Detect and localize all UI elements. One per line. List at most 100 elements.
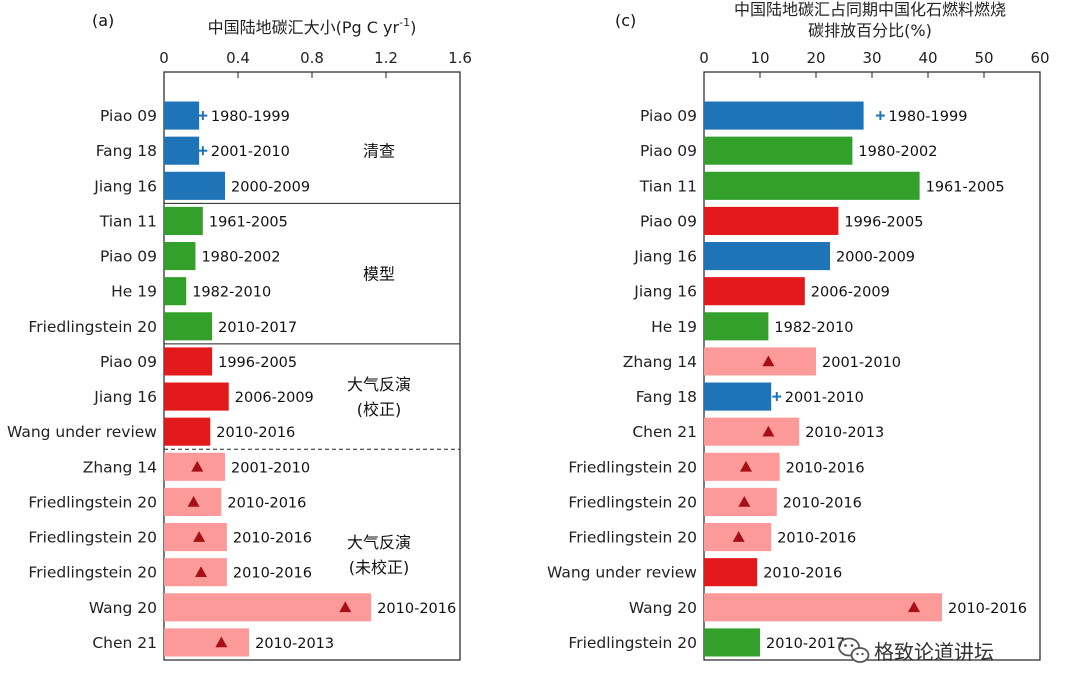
group-label: 大气反演: [347, 533, 411, 552]
x-tick-label: 40: [918, 49, 937, 67]
x-tick-label: 50: [974, 49, 993, 67]
category-label: Chen 21: [92, 634, 157, 652]
period-label: 2001-2010: [822, 355, 901, 371]
x-axis-title: 碳排放百分比(%): [808, 21, 932, 40]
x-axis-title-main: 中国陆地碳汇大小(Pg C yr: [208, 18, 400, 37]
bar: [704, 101, 864, 130]
wechat-icon: [838, 637, 870, 663]
triangle-marker: [215, 636, 228, 648]
bar: [704, 136, 853, 165]
bar: [164, 628, 250, 657]
bar: [704, 242, 830, 271]
category-label: Piao 09: [640, 107, 697, 125]
category-label: Tian 11: [99, 212, 157, 230]
triangle-marker: [738, 495, 751, 507]
category-label: Wang 20: [89, 599, 157, 617]
bar: [164, 382, 229, 411]
x-tick-label: 0: [699, 49, 709, 67]
category-label: Tian 11: [639, 177, 697, 195]
x-tick-label: 1.2: [374, 49, 398, 67]
bar: [704, 312, 769, 341]
period-label: 2010-2016: [227, 495, 306, 511]
x-tick-label: 0: [159, 49, 169, 67]
category-label: Jiang 16: [93, 388, 157, 406]
category-label: Friedlingstein 20: [568, 634, 697, 652]
period-label: 2010-2016: [786, 460, 865, 476]
x-tick-label: 20: [806, 49, 825, 67]
period-label: 2010-2016: [763, 566, 842, 582]
category-label: Jiang 16: [633, 283, 697, 301]
bar: [164, 312, 213, 341]
bar: [704, 277, 805, 306]
period-label: 1996-2005: [218, 355, 297, 371]
x-axis-title-exponent: -1: [399, 16, 410, 29]
period-label: 1980-1999: [211, 109, 290, 125]
triangle-marker: [339, 601, 352, 613]
period-label: 2001-2010: [211, 144, 290, 160]
period-label: 2006-2009: [811, 285, 890, 301]
category-label: Friedlingstein 20: [28, 564, 157, 582]
bar: [164, 523, 227, 552]
group-label: (校正): [357, 400, 402, 419]
category-label: Piao 09: [100, 353, 157, 371]
bar: [704, 206, 839, 235]
bar: [704, 487, 777, 516]
triangle-marker: [187, 495, 200, 507]
triangle-marker: [908, 601, 920, 613]
panel-label: (c): [615, 11, 636, 30]
triangle-marker: [762, 425, 775, 437]
x-tick-label: 10: [750, 49, 769, 67]
category-label: Jiang 16: [633, 248, 697, 266]
category-label: Wang under review: [547, 564, 697, 582]
bar: [704, 628, 760, 657]
bar: [164, 593, 372, 622]
period-label: 2000-2009: [231, 179, 310, 195]
panel-a-chart: (a) 中国陆地碳汇大小(Pg C yr-1) 0 0.4 0.8 1.2 1.6 Piao …: [7, 11, 472, 661]
triangle-marker: [191, 460, 204, 472]
period-label: 1980-2002: [858, 144, 937, 160]
period-label: 1996-2005: [844, 214, 923, 230]
bar: [164, 417, 211, 446]
triangle-marker: [193, 531, 206, 542]
period-label: 2010-2016: [377, 601, 456, 617]
x-axis-title-close: ): [410, 18, 416, 37]
x-tick-label: 30: [862, 49, 881, 67]
bar: [704, 558, 758, 587]
category-label: Friedlingstein 20: [568, 493, 697, 511]
period-label: 2010-2016: [233, 566, 312, 582]
group-label: 模型: [363, 265, 395, 284]
period-label: 1980-1999: [888, 109, 967, 125]
bar: [704, 382, 772, 411]
period-label: 2001-2010: [231, 460, 310, 476]
period-label: 1961-2005: [209, 214, 288, 230]
x-tick-label: 0.4: [226, 49, 250, 67]
category-label: Friedlingstein 20: [568, 529, 697, 547]
x-axis-title: 中国陆地碳汇占同期中国化石燃料燃烧: [734, 0, 1006, 19]
category-label: Friedlingstein 20: [28, 493, 157, 511]
category-label: Zhang 14: [623, 353, 697, 371]
bar: [704, 452, 780, 481]
bar: [164, 101, 200, 130]
period-label: 2010-2016: [216, 425, 295, 441]
category-label: He 19: [651, 318, 697, 336]
bar: [164, 206, 203, 235]
triangle-marker: [732, 531, 745, 542]
triangle-marker: [195, 566, 207, 577]
category-label: He 19: [111, 283, 157, 301]
bar: [164, 347, 213, 376]
category-label: Friedlingstein 20: [28, 529, 157, 547]
bar: [164, 136, 200, 165]
group-label: 大气反演: [347, 375, 411, 394]
group-label: 清查: [363, 142, 395, 161]
period-label: 1961-2005: [926, 179, 1005, 195]
period-label: 2006-2009: [235, 390, 314, 406]
x-tick-label: 0.8: [300, 49, 324, 67]
triangle-marker: [740, 460, 752, 472]
category-label: Piao 09: [100, 248, 157, 266]
bar: [704, 417, 800, 446]
period-label: 2010-2016: [783, 495, 862, 511]
bar: [704, 593, 942, 622]
category-label: Fang 18: [636, 388, 697, 406]
period-label: 2010-2017: [766, 636, 845, 652]
